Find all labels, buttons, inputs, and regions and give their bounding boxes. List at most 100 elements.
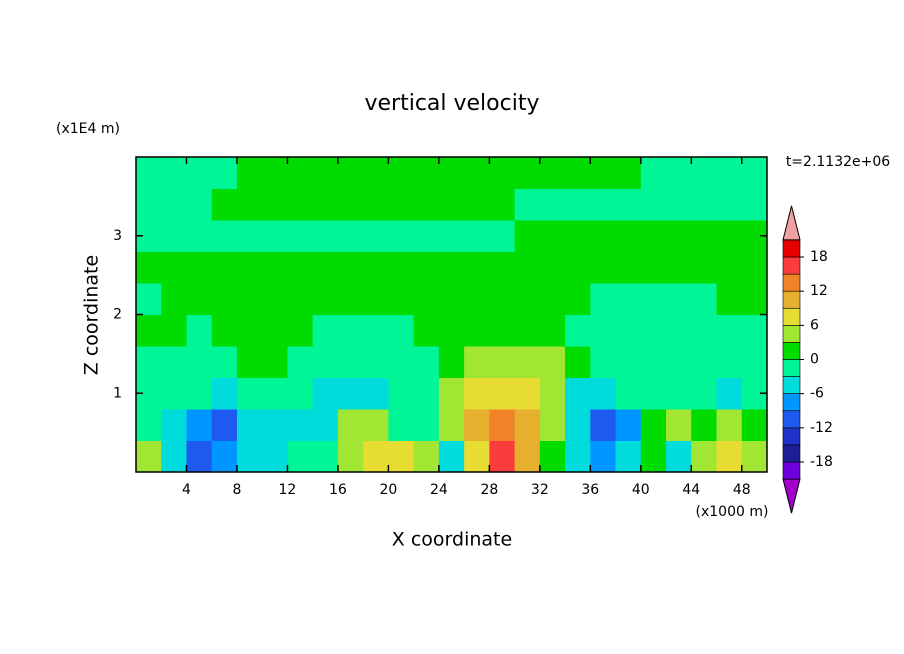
field-cell <box>539 377 566 410</box>
field-cell <box>186 346 213 378</box>
x-tick-label: 8 <box>232 482 241 498</box>
field-cell <box>565 188 591 221</box>
field-cell <box>312 314 339 347</box>
field-cell <box>489 220 516 252</box>
field-cell <box>615 440 642 473</box>
field-cell <box>590 188 617 221</box>
field-cell <box>287 188 314 221</box>
field-cell <box>438 440 465 473</box>
field-cell <box>186 283 213 315</box>
field-cell <box>666 440 692 473</box>
field-cell <box>514 314 541 347</box>
x-tick-label: 4 <box>182 482 191 498</box>
field-cell <box>337 220 364 252</box>
field-cell <box>211 220 238 252</box>
field-cell <box>514 283 541 315</box>
field-cell <box>161 346 187 378</box>
field-cell <box>312 346 339 378</box>
field-cell <box>438 157 465 189</box>
field-cell <box>186 440 213 473</box>
field-cell <box>312 220 339 252</box>
field-cell <box>413 283 440 315</box>
colorbar-box <box>782 307 801 326</box>
x-tick-label: 40 <box>632 482 650 498</box>
field-cell <box>211 440 238 473</box>
field-cell <box>413 377 440 410</box>
time-label: t=2.1132e+06 <box>786 154 890 170</box>
field-cell <box>388 314 415 347</box>
colorbar-box <box>782 444 801 463</box>
field-cell <box>337 314 364 347</box>
field-cell <box>741 157 768 189</box>
field-cell <box>363 377 389 410</box>
colorbar-box <box>782 239 801 258</box>
field-cell <box>287 283 314 315</box>
field-cell <box>413 251 440 284</box>
field-cell <box>741 188 768 221</box>
field-cell <box>161 157 187 189</box>
field-cell <box>388 346 415 378</box>
field-cell <box>539 220 566 252</box>
field-cell <box>262 440 288 473</box>
field-cell <box>716 377 743 410</box>
field-cell <box>741 283 768 315</box>
field-cell <box>262 409 288 441</box>
field-cell <box>539 440 566 473</box>
field-cell <box>489 377 516 410</box>
field-cell <box>640 440 667 473</box>
field-cell <box>161 377 187 410</box>
field-cell <box>590 440 617 473</box>
field-cell <box>615 188 642 221</box>
field-cell <box>565 346 591 378</box>
field-cell <box>640 157 667 189</box>
field-cell <box>388 157 415 189</box>
field-cell <box>236 346 263 378</box>
field-cell <box>312 188 339 221</box>
field-cell <box>236 157 263 189</box>
field-cell <box>539 157 566 189</box>
field-cell <box>666 188 692 221</box>
y-tick-label: 1 <box>113 385 122 401</box>
colorbar-box <box>782 461 801 480</box>
field-cell <box>236 409 263 441</box>
field-cell <box>287 251 314 284</box>
field-cell <box>666 283 692 315</box>
field-cell <box>337 377 364 410</box>
field-cell <box>312 377 339 410</box>
x-axis-label: X coordinate <box>392 529 512 551</box>
field-cell <box>464 440 490 473</box>
field-cell <box>363 346 389 378</box>
field-cell <box>337 251 364 284</box>
field-cell <box>186 409 213 441</box>
field-cell <box>615 409 642 441</box>
colorbar-label: 12 <box>810 283 828 299</box>
field-cell <box>236 251 263 284</box>
field-cell <box>211 188 238 221</box>
field-cell <box>136 346 162 378</box>
field-cell <box>615 220 642 252</box>
field-cell <box>438 409 465 441</box>
x-tick-label: 28 <box>480 482 498 498</box>
y-unit: (x1E4 m) <box>56 121 120 137</box>
field-cell <box>464 377 490 410</box>
field-cell <box>539 251 566 284</box>
colorbar-label: -18 <box>810 454 833 470</box>
field-cell <box>464 188 490 221</box>
field-cell <box>236 314 263 347</box>
field-cell <box>161 251 187 284</box>
field-cell <box>666 157 692 189</box>
x-tick-label: 16 <box>329 482 347 498</box>
field-cell <box>337 346 364 378</box>
field-cell <box>363 220 389 252</box>
field-cell <box>741 346 768 378</box>
colorbar-box <box>782 342 801 360</box>
field-cell <box>161 314 187 347</box>
field-cell <box>590 220 617 252</box>
field-cell <box>161 440 187 473</box>
field-cell <box>489 409 516 441</box>
field-cell <box>666 377 692 410</box>
field-cell <box>539 283 566 315</box>
field-cell <box>691 409 718 441</box>
field-cell <box>438 346 465 378</box>
field-cell <box>565 251 591 284</box>
